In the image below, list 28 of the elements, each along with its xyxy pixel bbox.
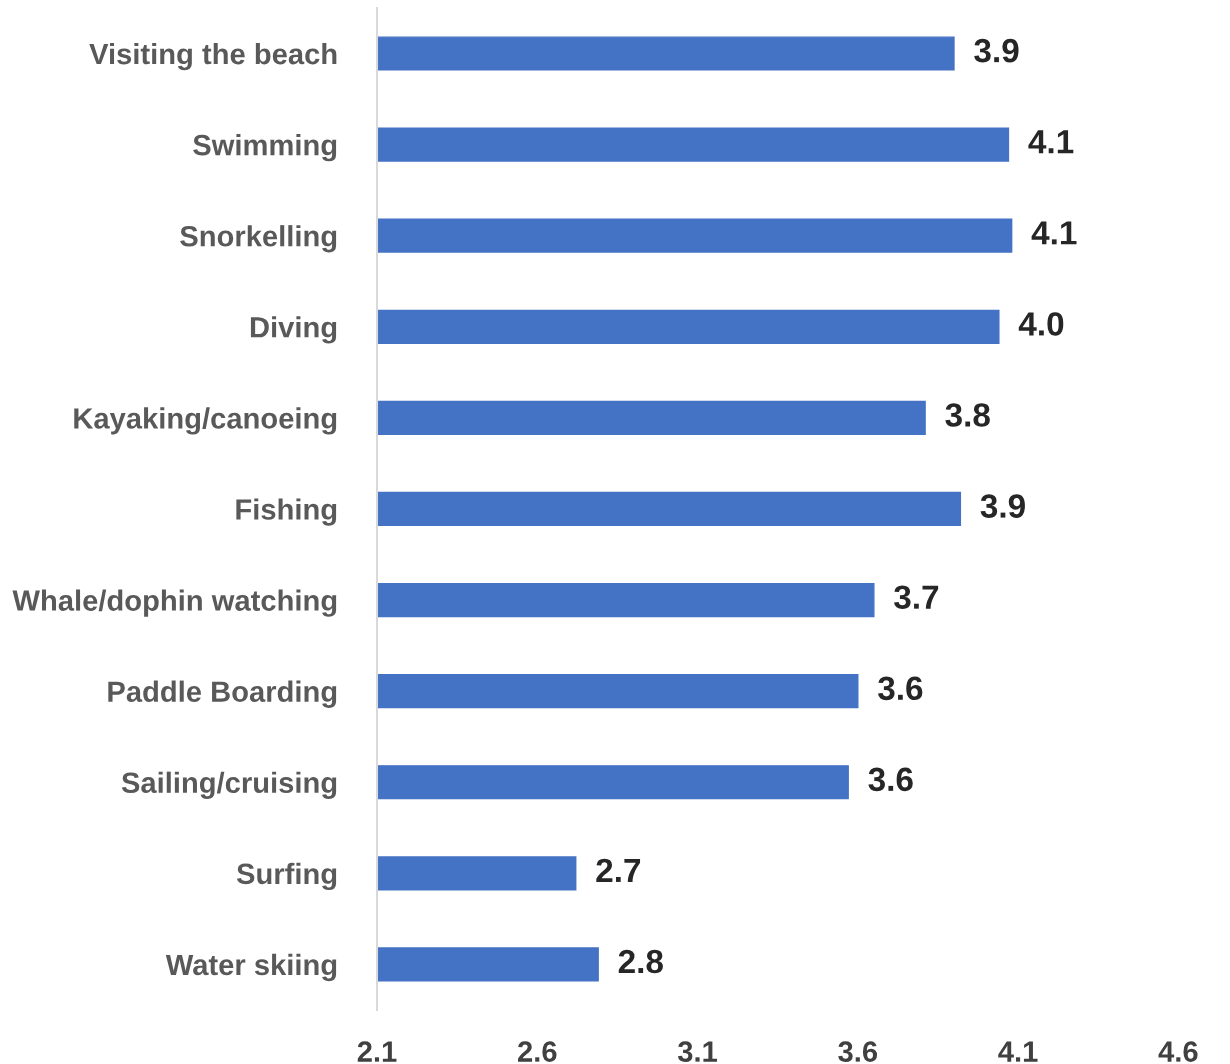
data-label: 3.7 [894, 585, 939, 610]
y-tick-label: Sailing/cruising [121, 771, 337, 799]
data-label: 3.9 [974, 38, 1019, 63]
x-tick-label: 2.1 [357, 1041, 397, 1062]
y-tick-label: Surfing [236, 862, 337, 891]
y-tick-label: Snorkelling [180, 225, 337, 253]
data-label: 2.8 [618, 949, 663, 974]
data-label: 3.9 [980, 494, 1025, 518]
y-tick-label: Diving [250, 316, 337, 344]
y-tick-label: Fishing [236, 498, 337, 526]
y-tick-label: Kayaking/canoeing [74, 407, 337, 435]
x-tick-label: 2.6 [518, 1041, 557, 1062]
x-tick-label: 3.1 [677, 1041, 717, 1062]
data-label: 3.6 [878, 676, 923, 701]
x-tick-label: 3.6 [838, 1041, 878, 1062]
y-tick-label: Paddle Boarding [108, 680, 337, 708]
data-label: 4.0 [1018, 312, 1064, 336]
data-label: 3.8 [945, 403, 990, 427]
x-tick-label: 4.6 [1158, 1041, 1198, 1062]
y-tick-label: Whale/dophin watching [12, 589, 337, 617]
y-tick-label: Visiting the beach [89, 42, 337, 71]
y-tick-label: Water skiing [165, 953, 337, 982]
x-tick-label: 4.1 [998, 1041, 1038, 1062]
data-label: 3.6 [868, 767, 913, 792]
data-label: 4.1 [1031, 221, 1077, 245]
data-label: 2.7 [596, 858, 641, 882]
data-label: 4.1 [1028, 130, 1074, 154]
y-tick-label: Swimming [193, 134, 337, 162]
